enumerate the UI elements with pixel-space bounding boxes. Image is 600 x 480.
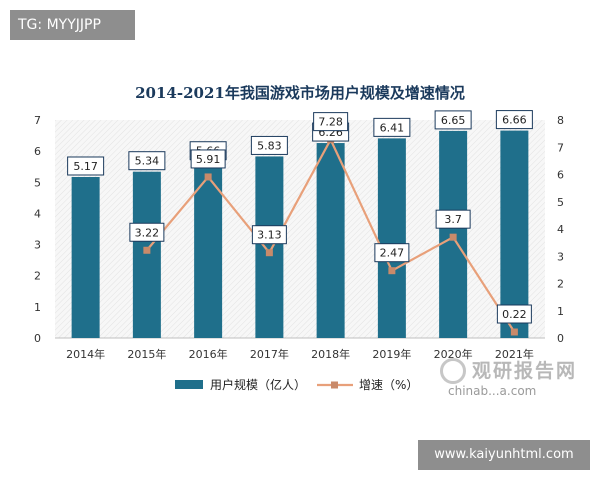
y-left-tick-label: 2 [34,270,41,283]
y-right-tick-label: 2 [557,278,564,291]
bar-label-box [67,156,105,176]
y-left-tick-label: 7 [34,114,41,127]
growth-data-label: 5.91 [196,153,221,166]
bar-label-box [434,110,472,130]
y-left-tick-label: 5 [34,176,41,189]
x-tick-label: 2015年 [127,347,166,361]
bar-data-label: 5.17 [73,160,98,173]
x-tick-label: 2016年 [189,347,228,361]
growth-data-label: 3.22 [135,226,160,239]
chart-svg: 2014-2021年我国游戏市场用户规模及增速情况 0 1 2 3 4 5 6 7 0 1 2 3 4 5 6… [34,84,564,392]
bar [500,130,529,338]
y-left-tick-label: 4 [34,207,41,220]
legend-bar-swatch [175,380,203,389]
bar [377,138,406,338]
y-right-tick-label: 1 [557,305,564,318]
growth-marker [388,267,396,275]
x-tick-label: 2021年 [495,347,534,361]
growth-marker [265,249,273,257]
legend-line-marker [331,381,338,389]
growth-data-label: 3.7 [444,213,462,226]
x-tick-label: 2020年 [434,347,473,361]
bar [71,176,100,338]
bar-data-label: 6.41 [380,121,405,134]
growth-label-box [374,243,410,263]
bar-label-box [128,151,166,171]
growth-label-box [129,222,165,242]
bar-label-box [250,135,288,155]
bar-data-label: 6.66 [502,114,527,127]
growth-marker [449,233,457,241]
bar [194,161,223,338]
watermark-logo-icon [440,358,466,384]
watermark-cn: 观研报告网 [472,360,578,382]
y-right-tick-label: 5 [557,196,564,209]
bar-label-box [373,117,411,137]
growth-label-box [435,209,471,229]
chart-title: 2014-2021年我国游戏市场用户规模及增速情况 [135,84,465,102]
bar-data-label: 5.34 [135,155,160,168]
y-left-tick-label: 0 [34,332,41,345]
growth-label-box [190,149,226,169]
growth-label-box [496,304,532,324]
y-right-tick-label: 6 [557,169,564,182]
growth-data-label: 2.47 [380,247,405,260]
growth-data-label: 3.13 [257,229,282,242]
legend-line-label: 增速（%） [359,378,418,392]
growth-marker [204,173,212,181]
watermark-en: chinab...a.com [448,384,537,398]
y-left-tick-label: 6 [34,145,41,158]
bar-data-label: 5.83 [257,139,282,152]
x-tick-label: 2017年 [250,347,289,361]
y-right-tick-label: 0 [557,332,564,345]
bar [132,171,161,338]
y-right-tick-label: 3 [557,250,564,263]
y-right-tick-label: 7 [557,141,564,154]
bar [255,156,284,338]
growth-data-label: 7.28 [318,116,343,129]
bar-data-label: 6.65 [441,114,466,127]
tag-top: TG: MYYJJPP [10,10,135,40]
growth-label-box [313,112,349,132]
y-left-tick-label: 1 [34,301,41,314]
legend-bar-label: 用户规模（亿人） [210,377,306,392]
growth-marker [510,328,518,336]
growth-marker [143,246,151,254]
bar-label-box [495,110,533,130]
growth-data-label: 0.22 [502,308,527,321]
x-tick-label: 2018年 [311,347,350,361]
y-right-tick-label: 8 [557,114,564,127]
bar [316,143,345,338]
tag-bottom: www.kaiyunhtml.com [418,440,590,470]
y-left-tick-label: 3 [34,239,41,252]
growth-label-box [251,225,287,245]
y-right-tick-label: 4 [557,223,564,236]
x-tick-label: 2019年 [372,347,411,361]
x-tick-label: 2014年 [66,347,105,361]
chart-container: 2014-2021年我国游戏市场用户规模及增速情况 0 1 2 3 4 5 6 7 0 1 2 3 4 5 6… [15,70,585,400]
watermark: 观研报告网 chinab...a.com [440,356,590,406]
